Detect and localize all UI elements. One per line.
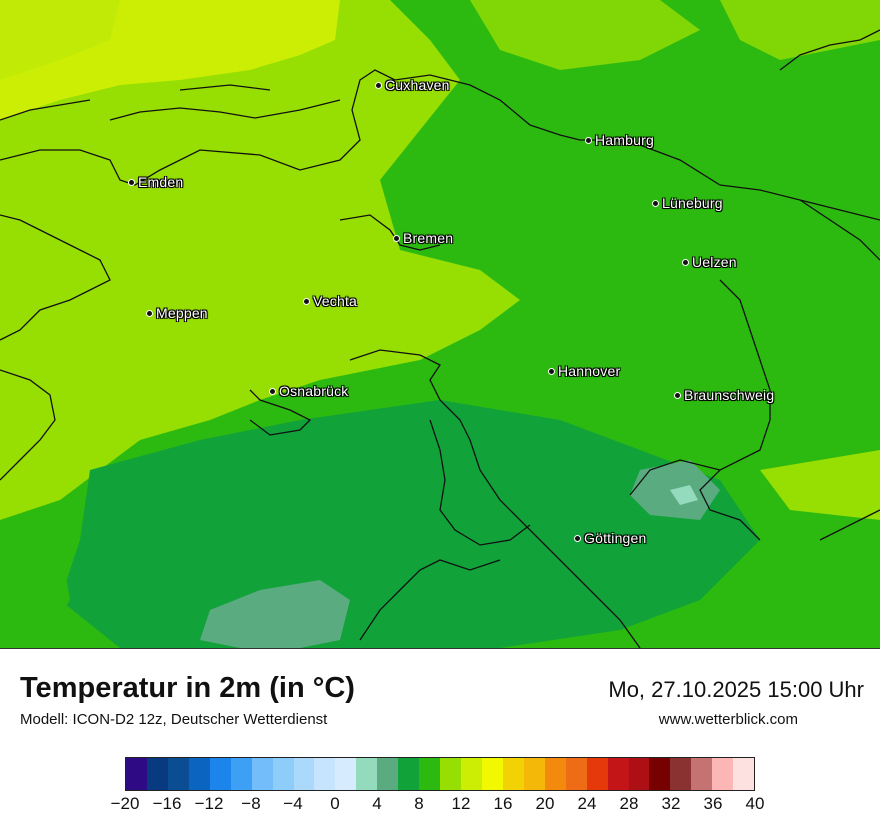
city-dot-icon bbox=[585, 136, 592, 144]
city-label: Uelzen bbox=[692, 254, 737, 270]
city-marker-vechta: Vechta bbox=[303, 293, 357, 309]
warm-patch-north bbox=[470, 0, 700, 70]
city-label: Göttingen bbox=[584, 530, 647, 546]
colorbar-tick-label: 4 bbox=[372, 794, 382, 813]
colorbar-segment bbox=[146, 758, 168, 790]
city-marker-hamburg: Hamburg bbox=[585, 132, 654, 148]
colorbar-segment bbox=[209, 758, 231, 790]
warm-patch-east bbox=[760, 450, 880, 520]
colorbar-segment bbox=[502, 758, 524, 790]
colorbar-segment bbox=[272, 758, 294, 790]
city-dot-icon bbox=[375, 81, 382, 89]
colorbar-segment bbox=[628, 758, 650, 790]
cold-patch-harz bbox=[670, 485, 698, 505]
warm-patch-northeast bbox=[720, 0, 880, 60]
colorbar-segment bbox=[523, 758, 545, 790]
city-marker-cuxhaven: Cuxhaven bbox=[375, 77, 450, 93]
city-dot-icon bbox=[574, 534, 581, 542]
colorbar-tick-label: 32 bbox=[661, 794, 681, 813]
colorbar-tick-label: −8 bbox=[241, 794, 261, 813]
model-subtitle: Modell: ICON-D2 12z, Deutscher Wetterdie… bbox=[20, 711, 328, 728]
colorbar-tick-label: 24 bbox=[577, 794, 597, 813]
colorbar-tick-label: 28 bbox=[619, 794, 639, 813]
map-canvas bbox=[0, 0, 880, 648]
city-marker-uelzen: Uelzen bbox=[682, 254, 737, 270]
website-link[interactable]: www.wetterblick.com bbox=[658, 711, 798, 728]
city-label: Vechta bbox=[313, 293, 358, 309]
colorbar-tick-label: 20 bbox=[535, 794, 555, 813]
colorbar-segment bbox=[461, 758, 482, 790]
city-dot-icon bbox=[303, 297, 310, 305]
city-dot-icon bbox=[128, 178, 135, 186]
colorbar-segment bbox=[398, 758, 420, 790]
city-dot-icon bbox=[674, 391, 681, 399]
city-dot-icon bbox=[682, 258, 689, 266]
city-label: Hannover bbox=[558, 363, 621, 379]
city-label: Bremen bbox=[403, 230, 454, 246]
colorbar-segment bbox=[230, 758, 252, 790]
city-label: Cuxhaven bbox=[385, 77, 450, 93]
colorbar-tick-label: 40 bbox=[745, 794, 765, 813]
colorbar-segment bbox=[356, 758, 378, 790]
city-marker-goettingen: Göttingen bbox=[574, 530, 647, 546]
temperature-colorbar bbox=[125, 757, 755, 791]
city-marker-hannover: Hannover bbox=[548, 363, 620, 379]
city-marker-bremen: Bremen bbox=[393, 230, 453, 246]
city-label: Braunschweig bbox=[684, 387, 775, 403]
city-label: Hamburg bbox=[595, 132, 654, 148]
colorbar-tick-label: −20 bbox=[110, 794, 140, 813]
forecast-datetime: Mo, 27.10.2025 15:00 Uhr bbox=[608, 677, 864, 702]
city-dot-icon bbox=[146, 309, 153, 317]
city-label: Lüneburg bbox=[662, 195, 723, 211]
colorbar-segment bbox=[565, 758, 587, 790]
colorbar-segment bbox=[481, 758, 503, 790]
temperature-map: Cuxhaven Hamburg Emden Lüneburg Bremen U… bbox=[0, 0, 880, 649]
city-label: Osnabrück bbox=[279, 383, 349, 399]
colorbar-segment bbox=[167, 758, 189, 790]
colorbar-segment bbox=[335, 758, 357, 790]
colorbar-tick-label: 36 bbox=[703, 794, 723, 813]
colorbar-segment bbox=[649, 758, 671, 790]
colorbar-tick-label: 16 bbox=[493, 794, 513, 813]
colorbar-segment bbox=[419, 758, 441, 790]
colorbar-segment bbox=[188, 758, 210, 790]
colorbar-segment bbox=[607, 758, 629, 790]
city-dot-icon bbox=[652, 199, 659, 207]
colorbar-tick-label: −12 bbox=[194, 794, 224, 813]
cool-patch-south bbox=[200, 580, 350, 648]
colorbar-segment bbox=[670, 758, 692, 790]
colorbar-segment bbox=[126, 758, 147, 790]
colorbar-segment bbox=[251, 758, 273, 790]
colorbar-segment bbox=[377, 758, 399, 790]
warm-patch-west bbox=[0, 400, 80, 490]
colorbar-segment bbox=[314, 758, 336, 790]
colorbar-tick-labels: −20 −16 −12 −8 −4 0 4 8 12 16 20 24 28 32 36 40 bbox=[0, 794, 880, 820]
north-sea-patch bbox=[0, 0, 120, 80]
dark-green-zone-south bbox=[60, 400, 760, 648]
city-dot-icon bbox=[269, 387, 276, 395]
colorbar-segment bbox=[712, 758, 734, 790]
colorbar-segment bbox=[440, 758, 461, 790]
city-marker-braunschweig: Braunschweig bbox=[674, 387, 774, 403]
city-marker-emden: Emden bbox=[128, 174, 183, 190]
city-label: Emden bbox=[138, 174, 184, 190]
city-dot-icon bbox=[393, 234, 400, 242]
city-marker-meppen: Meppen bbox=[146, 305, 208, 321]
colorbar-tick-label: −16 bbox=[152, 794, 182, 813]
colorbar-segment bbox=[586, 758, 608, 790]
colorbar-segment bbox=[293, 758, 315, 790]
city-dot-icon bbox=[548, 367, 555, 375]
colorbar-segment bbox=[544, 758, 566, 790]
colorbar-segment bbox=[733, 758, 755, 790]
city-marker-lueneburg: Lüneburg bbox=[652, 195, 723, 211]
colorbar-segment bbox=[691, 758, 713, 790]
colorbar-tick-label: 0 bbox=[330, 794, 340, 813]
city-marker-osnabrueck: Osnabrück bbox=[269, 383, 349, 399]
colorbar-tick-label: 12 bbox=[451, 794, 471, 813]
green-patch-southwest bbox=[0, 540, 70, 648]
map-title: Temperatur in 2m (in °C) bbox=[20, 672, 355, 704]
city-label: Meppen bbox=[156, 305, 208, 321]
colorbar-tick-label: −4 bbox=[283, 794, 303, 813]
colorbar-tick-label: 8 bbox=[414, 794, 424, 813]
